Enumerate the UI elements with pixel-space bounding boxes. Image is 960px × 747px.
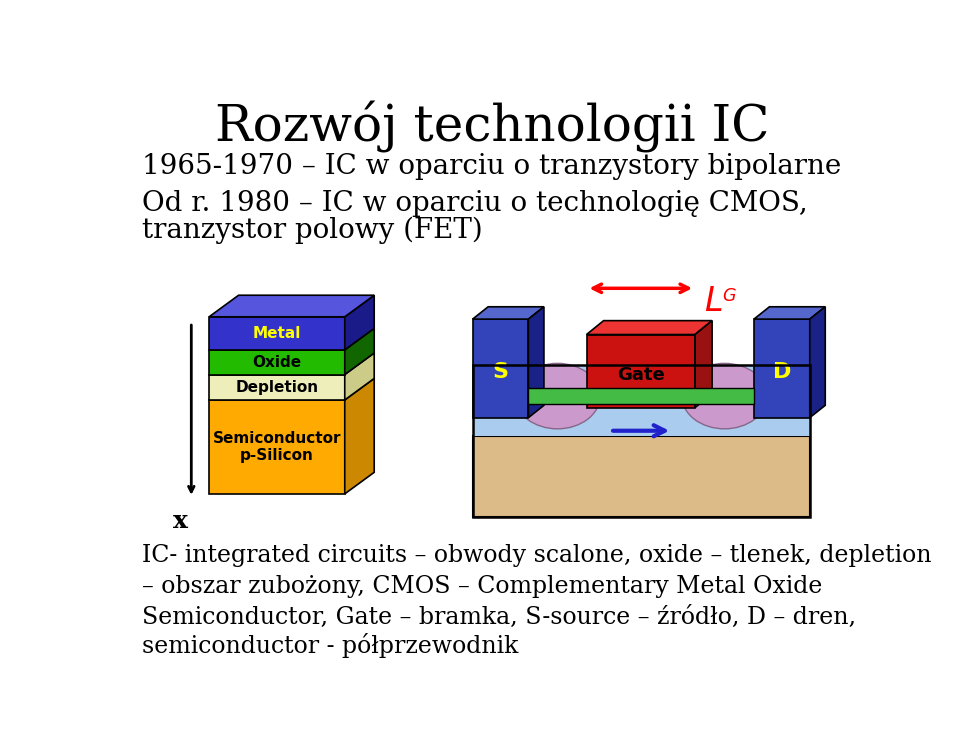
Polygon shape [528,307,544,418]
Text: D: D [773,362,791,382]
Polygon shape [528,388,754,404]
Text: $_G$: $_G$ [722,282,737,305]
Text: Metal: Metal [252,326,301,341]
Text: S: S [492,362,509,382]
Text: Semiconductor, Gate – bramka, S-source – źródło, D – dren,: Semiconductor, Gate – bramka, S-source –… [142,606,855,629]
Polygon shape [472,365,809,436]
Polygon shape [345,353,374,400]
Ellipse shape [682,363,767,429]
Polygon shape [209,350,345,374]
Text: Rozwój technologii IC: Rozwój technologii IC [215,101,769,152]
Polygon shape [472,319,528,418]
Polygon shape [695,320,712,408]
Polygon shape [345,295,374,350]
Polygon shape [472,307,544,319]
Polygon shape [528,388,754,404]
Polygon shape [809,307,826,418]
Text: Od r. 1980 – IC w oparciu o technologię CMOS,: Od r. 1980 – IC w oparciu o technologię … [142,190,807,217]
Polygon shape [345,329,374,374]
Ellipse shape [515,363,600,429]
Text: Depletion: Depletion [235,379,319,394]
Text: – obszar zubożony, CMOS – Complementary Metal Oxide: – obszar zubożony, CMOS – Complementary … [142,574,822,598]
Polygon shape [209,374,345,400]
Text: Gate: Gate [617,366,664,384]
Polygon shape [209,317,345,350]
Polygon shape [209,400,345,494]
Text: IC- integrated circuits – obwody scalone, oxide – tlenek, depletion: IC- integrated circuits – obwody scalone… [142,544,931,567]
Polygon shape [472,436,809,517]
Polygon shape [345,379,374,494]
Text: semiconductor - półprzewodnik: semiconductor - półprzewodnik [142,633,518,658]
Text: x: x [173,509,188,533]
Text: tranzystor polowy (FET): tranzystor polowy (FET) [142,217,483,244]
Polygon shape [587,320,712,335]
Text: $L$: $L$ [705,286,723,318]
Polygon shape [754,319,809,418]
Text: Oxide: Oxide [252,355,301,370]
Polygon shape [209,295,374,317]
Polygon shape [754,307,826,319]
Text: Semiconductor
p-Silicon: Semiconductor p-Silicon [213,431,341,463]
Text: 1965-1970 – IC w oparciu o tranzystory bipolarne: 1965-1970 – IC w oparciu o tranzystory b… [142,153,841,180]
Polygon shape [587,335,695,408]
